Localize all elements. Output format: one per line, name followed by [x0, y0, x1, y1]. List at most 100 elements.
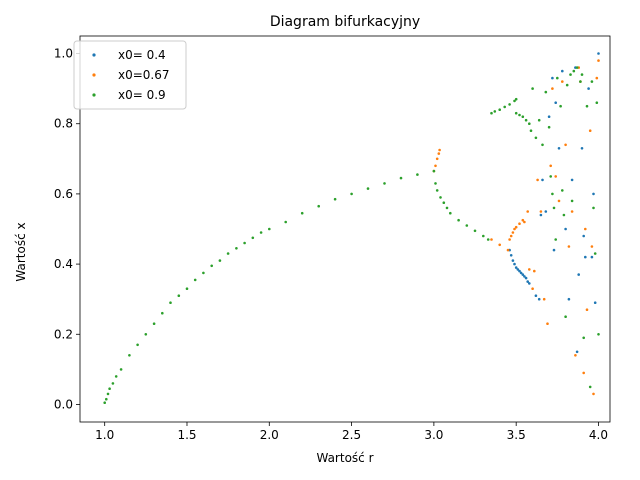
x-axis-ticks: 1.0 1.5 2.0 2.5 3.0 3.5 4.0	[95, 422, 608, 442]
point-2-33	[416, 173, 419, 176]
point-2-61	[537, 118, 541, 122]
point-2-79	[582, 336, 585, 340]
point-0-15	[539, 213, 543, 217]
point-2-69	[556, 76, 559, 80]
point-1-19	[533, 269, 536, 273]
point-2-23	[259, 231, 263, 234]
point-0-6	[518, 269, 521, 273]
point-0-36	[582, 234, 585, 238]
point-0-35	[592, 192, 595, 196]
point-0-28	[577, 273, 580, 276]
point-2-47	[493, 110, 497, 113]
point-1-4	[438, 148, 441, 152]
point-2-75	[572, 69, 576, 73]
y-tick-label: 0.2	[54, 327, 73, 341]
point-0-21	[554, 101, 557, 104]
y-axis-ticks: 0.0 0.2 0.4 0.6 0.8 1.0	[54, 47, 80, 411]
series-1	[432, 59, 600, 396]
point-1-3	[437, 152, 441, 155]
point-2-45	[486, 238, 490, 241]
point-2-25	[284, 220, 288, 224]
point-1-10	[511, 231, 515, 234]
point-2-5	[114, 375, 118, 378]
x-tick-label: 1.0	[95, 428, 114, 442]
legend-label-2: x0= 0.9	[118, 88, 166, 102]
point-0-29	[580, 147, 584, 150]
point-2-43	[473, 229, 477, 233]
legend-box	[73, 40, 187, 110]
point-0-26	[570, 178, 574, 182]
point-2-34	[432, 169, 436, 173]
legend-marker-2	[92, 93, 96, 97]
point-1-16	[526, 210, 529, 213]
point-0-30	[584, 255, 587, 259]
point-2-65	[549, 175, 552, 178]
point-2-29	[350, 192, 353, 196]
point-1-40	[597, 59, 600, 62]
point-1-8	[508, 238, 511, 241]
point-2-42	[465, 224, 469, 227]
point-2-73	[565, 83, 569, 87]
point-2-27	[317, 204, 321, 208]
point-1-1	[434, 164, 437, 168]
point-2-70	[559, 104, 562, 108]
point-2-26	[300, 211, 304, 215]
point-1-26	[554, 175, 557, 178]
x-axis-label: Wartość r	[316, 451, 373, 465]
point-1-21	[539, 210, 543, 213]
point-2-36	[435, 189, 439, 192]
point-1-35	[582, 371, 585, 375]
point-1-41	[590, 245, 594, 248]
point-1-18	[531, 287, 534, 291]
x-tick-label: 3.5	[507, 428, 526, 442]
point-2-50	[508, 103, 511, 106]
point-2-77	[579, 80, 582, 83]
point-2-76	[575, 66, 579, 69]
point-2-64	[547, 125, 551, 129]
point-2-37	[439, 196, 442, 199]
point-1-30	[567, 245, 571, 248]
point-2-30	[366, 187, 370, 190]
point-2-0	[103, 401, 106, 405]
point-1-2	[435, 157, 439, 161]
point-1-13	[518, 222, 521, 225]
point-1-24	[549, 164, 552, 168]
point-2-80	[585, 104, 589, 108]
point-1-20	[536, 178, 539, 182]
point-2-13	[177, 294, 181, 298]
point-2-74	[569, 73, 572, 76]
x-tick-label: 2.5	[342, 428, 361, 442]
point-0-25	[567, 297, 571, 301]
point-2-87	[570, 199, 574, 203]
point-2-63	[544, 90, 548, 94]
point-2-68	[554, 238, 557, 241]
point-1-28	[561, 80, 564, 83]
point-1-5	[490, 238, 493, 241]
y-tick-label: 1.0	[54, 47, 73, 61]
point-1-9	[509, 234, 513, 238]
point-2-21	[243, 241, 246, 245]
legend-marker-1	[92, 73, 96, 77]
point-0-13	[534, 294, 538, 298]
point-2-72	[562, 213, 566, 217]
point-1-14	[521, 218, 525, 222]
point-2-12	[169, 301, 172, 305]
point-2-46	[490, 111, 493, 115]
point-0-12	[528, 282, 531, 285]
point-2-11	[161, 311, 164, 315]
point-1-27	[557, 199, 561, 203]
point-0-33	[593, 301, 597, 305]
point-0-16	[541, 178, 544, 182]
point-2-38	[442, 201, 446, 204]
point-2-82	[592, 206, 595, 210]
point-2-19	[226, 252, 230, 255]
point-2-57	[528, 122, 531, 125]
point-2-88	[564, 315, 567, 319]
point-2-6	[119, 368, 123, 371]
points-layer	[103, 52, 600, 405]
point-2-2	[106, 392, 110, 396]
point-0-19	[551, 76, 554, 80]
point-0-4	[514, 266, 518, 269]
point-2-59	[531, 87, 534, 90]
